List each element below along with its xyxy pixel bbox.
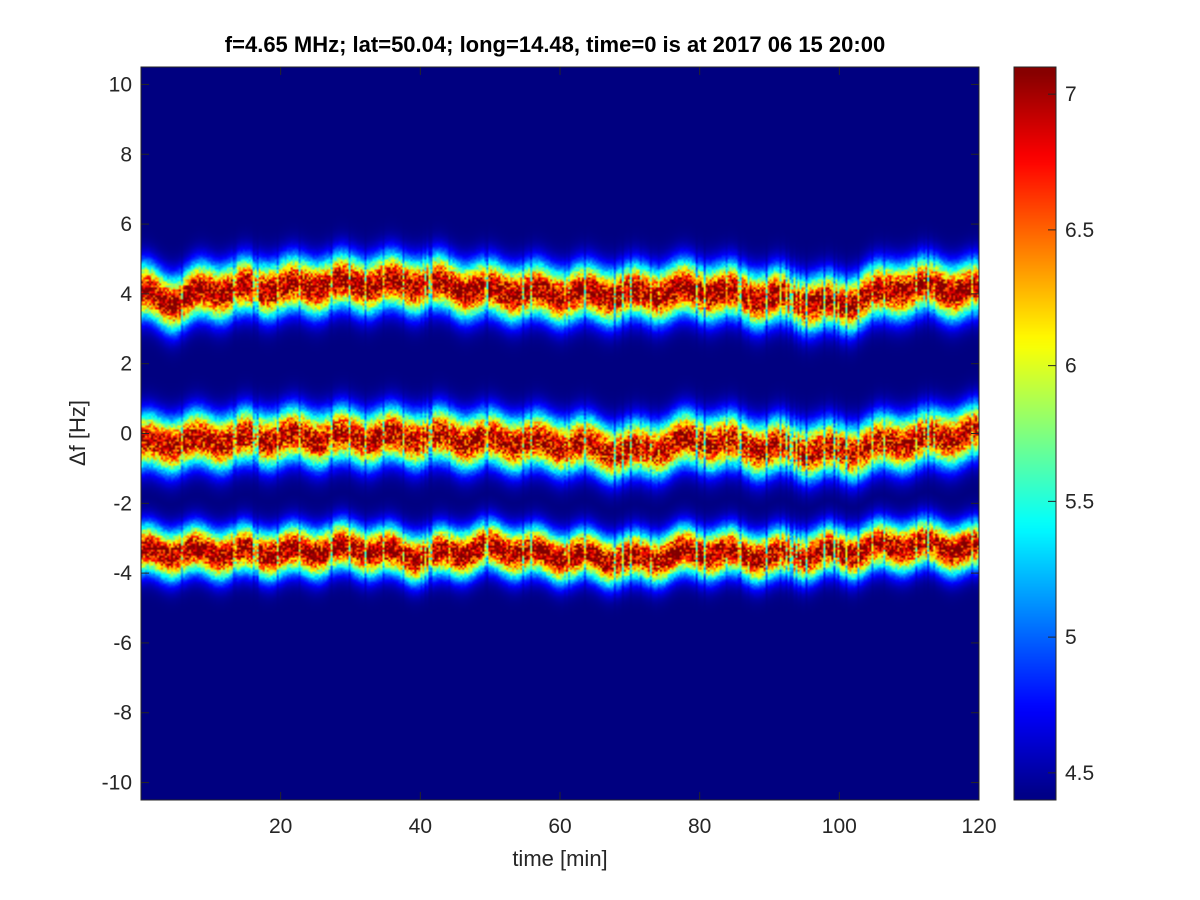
colorbar-tick-label: 6 bbox=[1065, 355, 1077, 378]
y-tick-label: 0 bbox=[120, 423, 132, 446]
y-tick-label: -8 bbox=[113, 702, 132, 725]
colorbar-tick-label: 5 bbox=[1065, 626, 1077, 649]
colorbar: 4.5 5 5.5 6 6.5 7 bbox=[1013, 66, 1094, 801]
y-tick-label: -10 bbox=[102, 772, 132, 795]
x-axis-label: time [min] bbox=[512, 846, 607, 871]
chart-title: f=4.65 MHz; lat=50.04; long=14.48, time=… bbox=[225, 32, 885, 57]
y-tick-label: 4 bbox=[120, 283, 132, 306]
colorbar-frame bbox=[1013, 66, 1057, 801]
x-tick-label: 120 bbox=[961, 815, 996, 838]
x-tick-label: 40 bbox=[409, 815, 432, 838]
colorbar-tick-label: 6.5 bbox=[1065, 219, 1094, 242]
colorbar-tick-label: 7 bbox=[1065, 83, 1077, 106]
x-tick-label: 20 bbox=[269, 815, 292, 838]
y-tick-label: -4 bbox=[113, 562, 132, 585]
plot-area bbox=[140, 66, 980, 801]
colorbar-ticks: 4.5 5 5.5 6 6.5 7 bbox=[1048, 83, 1094, 785]
y-tick-label: -6 bbox=[113, 632, 132, 655]
y-tick-label: 10 bbox=[109, 73, 132, 96]
x-tick-label: 60 bbox=[548, 815, 571, 838]
y-tick-label: 2 bbox=[120, 353, 132, 376]
spectrogram-heatmap bbox=[141, 67, 979, 800]
colorbar-tick-label: 5.5 bbox=[1065, 490, 1094, 513]
y-tick-label: 6 bbox=[120, 213, 132, 236]
x-axis: 20 40 60 80 100 120 bbox=[269, 67, 997, 838]
x-tick-label: 100 bbox=[822, 815, 857, 838]
colorbar-tick-label: 4.5 bbox=[1065, 762, 1094, 785]
y-tick-label: 8 bbox=[120, 143, 132, 166]
x-tick-label: 80 bbox=[688, 815, 711, 838]
y-axis-label: Δf [Hz] bbox=[65, 400, 90, 466]
y-tick-label: -2 bbox=[113, 492, 132, 515]
y-axis: 10 8 6 4 2 0 -2 -4 -6 -8 -10 bbox=[102, 73, 979, 795]
colorbar-gradient bbox=[1014, 67, 1056, 800]
